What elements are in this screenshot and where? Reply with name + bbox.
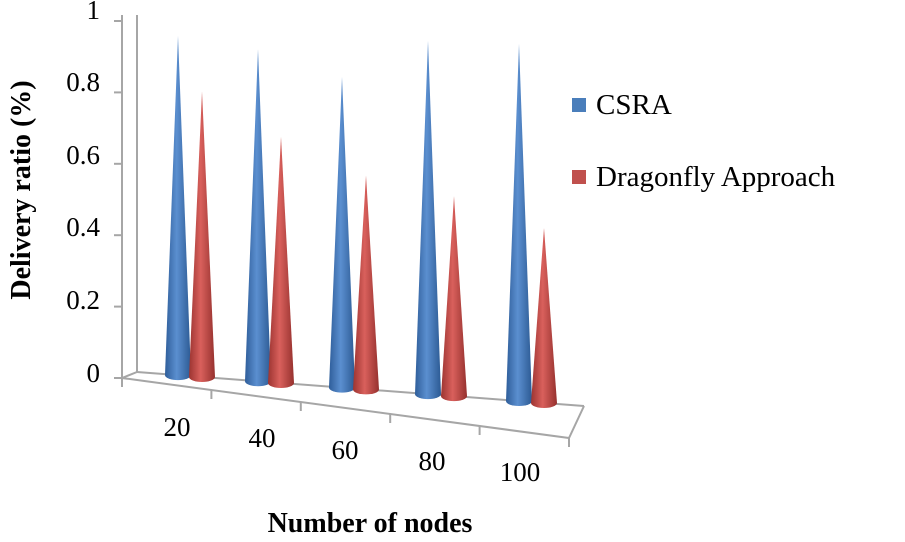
cone-dragonfly-20 — [189, 91, 215, 382]
cone-csra-60 — [329, 77, 355, 393]
x-tick-label: 40 — [249, 423, 276, 453]
y-tick-labels: 0 0.2 0.4 0.6 0.8 1 — [66, 0, 100, 388]
legend-swatch-csra — [572, 98, 586, 112]
y-tick-label: 0.4 — [66, 212, 100, 242]
x-tick-labels: 20 40 60 80 100 — [164, 412, 541, 487]
cone-csra-80 — [415, 40, 441, 400]
x-tick-label: 80 — [419, 446, 446, 476]
cone-dragonfly-100 — [531, 228, 557, 408]
x-tick-marks — [121, 378, 570, 447]
y-axis-wall — [121, 15, 138, 380]
y-tick-marks — [114, 20, 122, 379]
y-tick-label: 1 — [87, 0, 101, 25]
x-tick-label: 20 — [164, 412, 191, 442]
legend-swatch-dragonfly — [572, 170, 586, 184]
x-tick-label: 100 — [500, 457, 541, 487]
y-axis-title: Delivery ratio (%) — [6, 80, 37, 299]
y-tick-label: 0.8 — [66, 67, 100, 97]
cone-csra-20 — [165, 35, 191, 381]
cone-dragonfly-80 — [441, 196, 467, 402]
legend: CSRA Dragonfly Approach — [572, 89, 836, 193]
y-tick-label: 0 — [87, 358, 101, 388]
legend-label-dragonfly: Dragonfly Approach — [596, 161, 836, 193]
x-tick-label: 60 — [332, 435, 359, 465]
x-axis-title: Number of nodes — [268, 508, 473, 539]
cone-dragonfly-40 — [268, 136, 294, 388]
y-tick-label: 0.2 — [66, 285, 100, 315]
legend-label-csra: CSRA — [596, 89, 672, 121]
cone-csra-100 — [506, 44, 532, 407]
cone-dragonfly-60 — [353, 175, 379, 395]
y-tick-label: 0.6 — [66, 140, 100, 170]
cone-csra-40 — [245, 49, 271, 387]
data-marks — [165, 35, 557, 408]
